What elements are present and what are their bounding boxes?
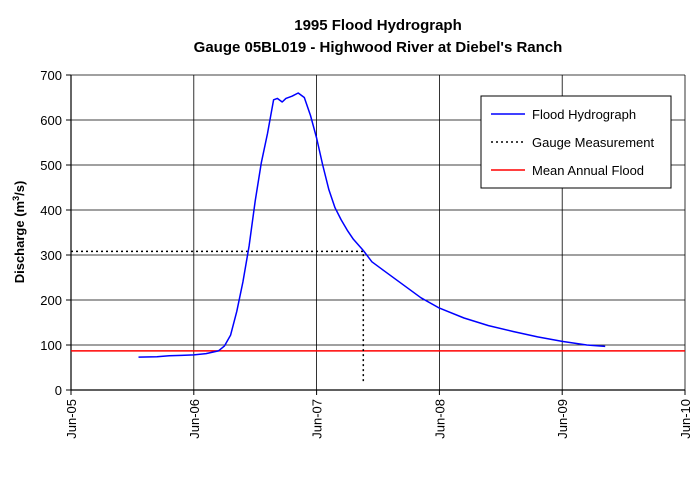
y-tick-label-0: 0 bbox=[55, 383, 62, 398]
y-axis-label-superscript: 3 bbox=[11, 196, 21, 201]
x-tick-label-0: Jun-05 bbox=[64, 399, 79, 439]
hydrograph-line bbox=[138, 92, 606, 358]
y-axis-label-main: Discharge (m bbox=[12, 201, 27, 283]
chart-title: 1995 Flood Hydrograph bbox=[294, 17, 462, 34]
plot-area bbox=[70, 75, 685, 391]
legend-label-mean-flood: Mean Annual Flood bbox=[532, 163, 644, 178]
legend-label-hydrograph: Flood Hydrograph bbox=[532, 107, 636, 122]
y-tick-label-500: 500 bbox=[40, 158, 62, 173]
y-axis-label: Discharge (m3/s) bbox=[11, 181, 27, 284]
y-axis: 0 100 200 300 400 500 600 700 bbox=[40, 68, 71, 398]
x-tick-label-1: Jun-06 bbox=[187, 399, 202, 439]
x-axis: Jun-05 Jun-06 Jun-07 Jun-08 Jun-09 Jun-10 bbox=[64, 390, 693, 439]
y-axis-label-tail: /s) bbox=[12, 181, 27, 196]
chart-subtitle: Gauge 05BL019 - Highwood River at Diebel… bbox=[194, 39, 563, 56]
x-tick-label-3: Jun-08 bbox=[432, 399, 447, 439]
x-tick-label-4: Jun-09 bbox=[555, 399, 570, 439]
legend-label-gauge: Gauge Measurement bbox=[532, 135, 655, 150]
y-tick-label-200: 200 bbox=[40, 293, 62, 308]
x-tick-label-2: Jun-07 bbox=[310, 399, 325, 439]
y-tick-label-400: 400 bbox=[40, 203, 62, 218]
series-layer bbox=[71, 92, 685, 384]
y-tick-label-300: 300 bbox=[40, 248, 62, 263]
x-tick-label-5: Jun-10 bbox=[678, 399, 693, 439]
y-tick-label-100: 100 bbox=[40, 338, 62, 353]
gauge-measurement-line bbox=[71, 250, 365, 384]
y-tick-label-700: 700 bbox=[40, 68, 62, 83]
y-tick-label-600: 600 bbox=[40, 113, 62, 128]
legend: Flood Hydrograph Gauge Measurement Mean … bbox=[480, 95, 672, 189]
